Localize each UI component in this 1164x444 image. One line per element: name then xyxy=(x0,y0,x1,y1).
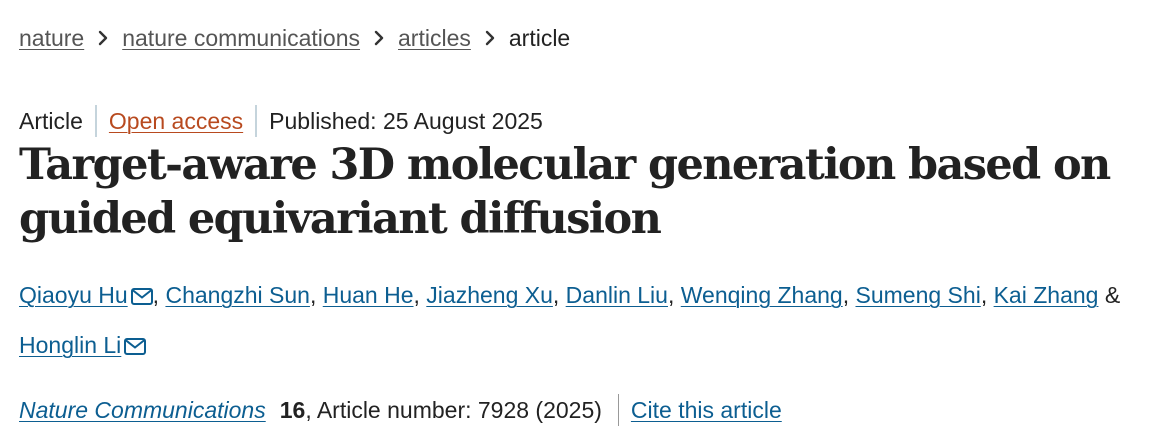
author-link-sumeng-shi[interactable]: Sumeng Shi xyxy=(855,282,981,308)
article-meta: Article Open access Published: 25 August… xyxy=(19,105,543,137)
author-separator: , xyxy=(413,282,427,308)
author-item: Changzhi Sun, xyxy=(165,282,322,308)
meta-divider xyxy=(94,105,97,137)
author-separator: , xyxy=(842,282,856,308)
journal-volume: 16 xyxy=(279,397,306,423)
author-item: Huan He, xyxy=(323,282,427,308)
author-link-wenqing-zhang[interactable]: Wenqing Zhang xyxy=(680,282,843,308)
chevron-right-icon xyxy=(98,30,108,46)
author-link-huan-he[interactable]: Huan He xyxy=(322,282,414,308)
breadcrumb-nature-communications[interactable]: nature communications xyxy=(122,25,361,51)
author-list: Qiaoyu Hu, Changzhi Sun, Huan He, Jiazhe… xyxy=(19,279,1144,364)
article-title: Target-aware 3D molecular generation bas… xyxy=(19,140,1111,244)
author-item: Honglin Li xyxy=(19,329,1144,364)
article-type: Article xyxy=(19,108,83,134)
envelope-icon[interactable] xyxy=(130,281,153,314)
author-separator: & xyxy=(1098,282,1127,308)
chevron-right-icon xyxy=(485,30,495,46)
author-separator: , xyxy=(552,282,566,308)
author-link-danlin-liu[interactable]: Danlin Liu xyxy=(565,282,668,308)
author-item: Jiazheng Xu, xyxy=(426,282,565,308)
author-item: Kai Zhang & xyxy=(994,282,1127,308)
author-separator: , xyxy=(667,282,681,308)
author-separator: , xyxy=(980,282,994,308)
author-item: Sumeng Shi, xyxy=(856,282,994,308)
chevron-right-icon xyxy=(374,30,384,46)
breadcrumb-current: article xyxy=(508,25,571,51)
open-access-link[interactable]: Open access xyxy=(108,108,244,134)
author-item: Wenqing Zhang, xyxy=(681,282,856,308)
author-separator: , xyxy=(309,282,323,308)
journal-link[interactable]: Nature Communications xyxy=(19,397,266,423)
envelope-icon[interactable] xyxy=(124,331,147,364)
published-date: Published: 25 August 2025 xyxy=(269,108,543,134)
citation-line: Nature Communications 16 , Article numbe… xyxy=(19,394,782,426)
author-item: Qiaoyu Hu, xyxy=(19,282,165,308)
breadcrumb-nature[interactable]: nature xyxy=(19,25,85,51)
author-item: Danlin Liu, xyxy=(566,282,681,308)
breadcrumb-articles[interactable]: articles xyxy=(398,25,471,51)
author-separator: , xyxy=(152,282,166,308)
author-link-kai-zhang[interactable]: Kai Zhang xyxy=(993,282,1099,308)
cite-this-article-link[interactable]: Cite this article xyxy=(630,397,782,423)
meta-divider xyxy=(255,105,258,137)
author-link-jiazheng-xu[interactable]: Jiazheng Xu xyxy=(426,282,553,308)
breadcrumb: nature nature communications articles ar… xyxy=(19,22,570,54)
author-link-qiaoyu-hu[interactable]: Qiaoyu Hu xyxy=(19,282,128,308)
author-link-changzhi-sun[interactable]: Changzhi Sun xyxy=(165,282,310,308)
article-number: , Article number: 7928 (2025) xyxy=(305,397,602,423)
citation-divider xyxy=(617,394,619,426)
author-link-honglin-li[interactable]: Honglin Li xyxy=(19,332,122,358)
